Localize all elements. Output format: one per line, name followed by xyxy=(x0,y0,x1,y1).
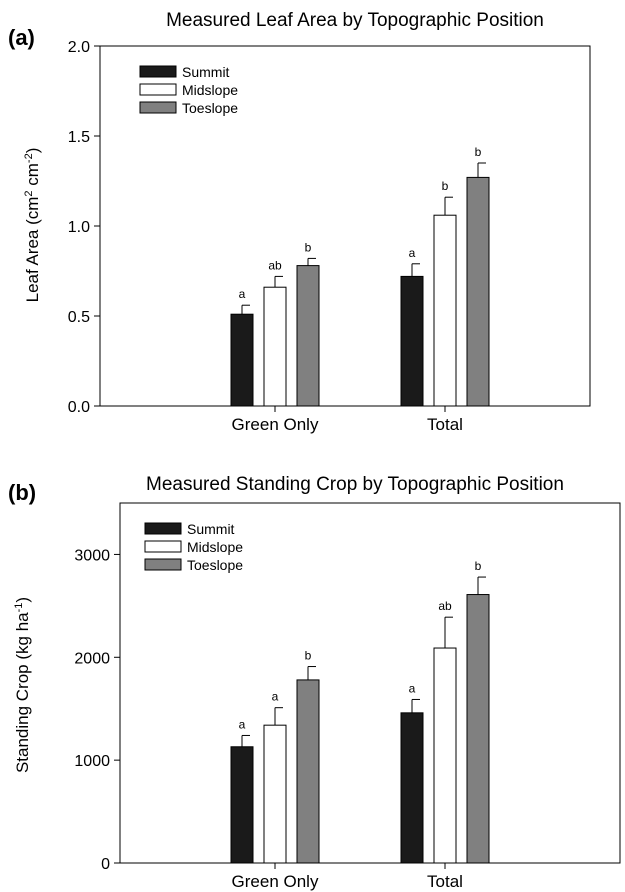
significance-label: b xyxy=(305,649,312,663)
significance-label: b xyxy=(475,145,482,159)
bar-toeslope xyxy=(296,265,320,407)
y-tick-label: 2.0 xyxy=(68,39,90,56)
significance-label: a xyxy=(272,690,279,704)
legend-swatch-toeslope xyxy=(144,558,182,571)
legend-label-summit: Summit xyxy=(182,64,230,80)
y-tick-label: 0.5 xyxy=(68,309,90,326)
bar-midslope xyxy=(433,647,457,864)
significance-label: a xyxy=(409,681,416,695)
significance-label: ab xyxy=(268,258,282,272)
bar-summit xyxy=(400,712,424,864)
y-tick-label: 1000 xyxy=(74,753,110,770)
y-tick-label: 0 xyxy=(101,856,110,873)
x-category-label: Total xyxy=(427,415,463,434)
plot-frame-b xyxy=(119,502,621,864)
y-ticks-a: 0.0 0.5 1.0 1.5 2.0 xyxy=(68,39,100,416)
panel-b: (b) Measured Standing Crop by Topographi… xyxy=(8,474,621,891)
significance-label: b xyxy=(305,240,312,254)
x-category-label: Total xyxy=(427,872,463,891)
bar-midslope xyxy=(433,214,457,407)
legend-swatch-summit xyxy=(139,65,177,78)
legend-a: Summit Midslope Toeslope xyxy=(139,64,238,116)
bar-summit xyxy=(400,275,424,407)
significance-label: b xyxy=(442,179,449,193)
x-category-label: Green Only xyxy=(232,872,319,891)
legend-label-toeslope: Toeslope xyxy=(187,557,243,573)
y-tick-label: 1.0 xyxy=(68,219,90,236)
panel-label-a: (a) xyxy=(8,25,35,50)
plot-frame-a xyxy=(99,45,591,407)
panel-a: (a) Measured Leaf Area by Topographic Po… xyxy=(8,10,591,434)
legend-b: Summit Midslope Toeslope xyxy=(144,521,243,573)
significance-label: b xyxy=(475,559,482,573)
bar-summit xyxy=(230,313,254,407)
x-categories-b: Green Only Total xyxy=(232,863,463,891)
bar-summit xyxy=(230,746,254,864)
legend-swatch-midslope xyxy=(139,83,177,96)
significance-label: a xyxy=(239,287,246,301)
y-tick-label: 1.5 xyxy=(68,129,90,146)
chart-title-b: Measured Standing Crop by Topographic Po… xyxy=(146,474,564,495)
legend-swatch-summit xyxy=(144,522,182,535)
y-tick-label: 2000 xyxy=(74,650,110,667)
significance-label: ab xyxy=(438,599,452,613)
y-axis-label-b: Standing Crop (kg ha-1) xyxy=(13,597,32,773)
bar-midslope xyxy=(263,286,287,407)
legend-swatch-toeslope xyxy=(139,101,177,114)
chart-title-a: Measured Leaf Area by Topographic Positi… xyxy=(166,10,544,31)
legend-swatch-midslope xyxy=(144,540,182,553)
x-categories-a: Green Only Total xyxy=(232,406,463,434)
legend-label-midslope: Midslope xyxy=(187,539,243,555)
x-category-label: Green Only xyxy=(232,415,319,434)
legend-label-toeslope: Toeslope xyxy=(182,100,238,116)
bar-toeslope xyxy=(466,594,490,864)
panel-label-b: (b) xyxy=(8,480,36,505)
bar-midslope xyxy=(263,724,287,864)
significance-label: a xyxy=(239,717,246,731)
legend-label-summit: Summit xyxy=(187,521,235,537)
y-axis-label-a: Leaf Area (cm2 cm-2) xyxy=(23,148,42,303)
y-tick-label: 0.0 xyxy=(68,399,90,416)
legend-label-midslope: Midslope xyxy=(182,82,238,98)
bar-toeslope xyxy=(466,176,490,407)
y-ticks-b: 0 1000 2000 3000 xyxy=(74,547,120,873)
bar-toeslope xyxy=(296,679,320,864)
y-tick-label: 3000 xyxy=(74,547,110,564)
significance-label: a xyxy=(409,246,416,260)
